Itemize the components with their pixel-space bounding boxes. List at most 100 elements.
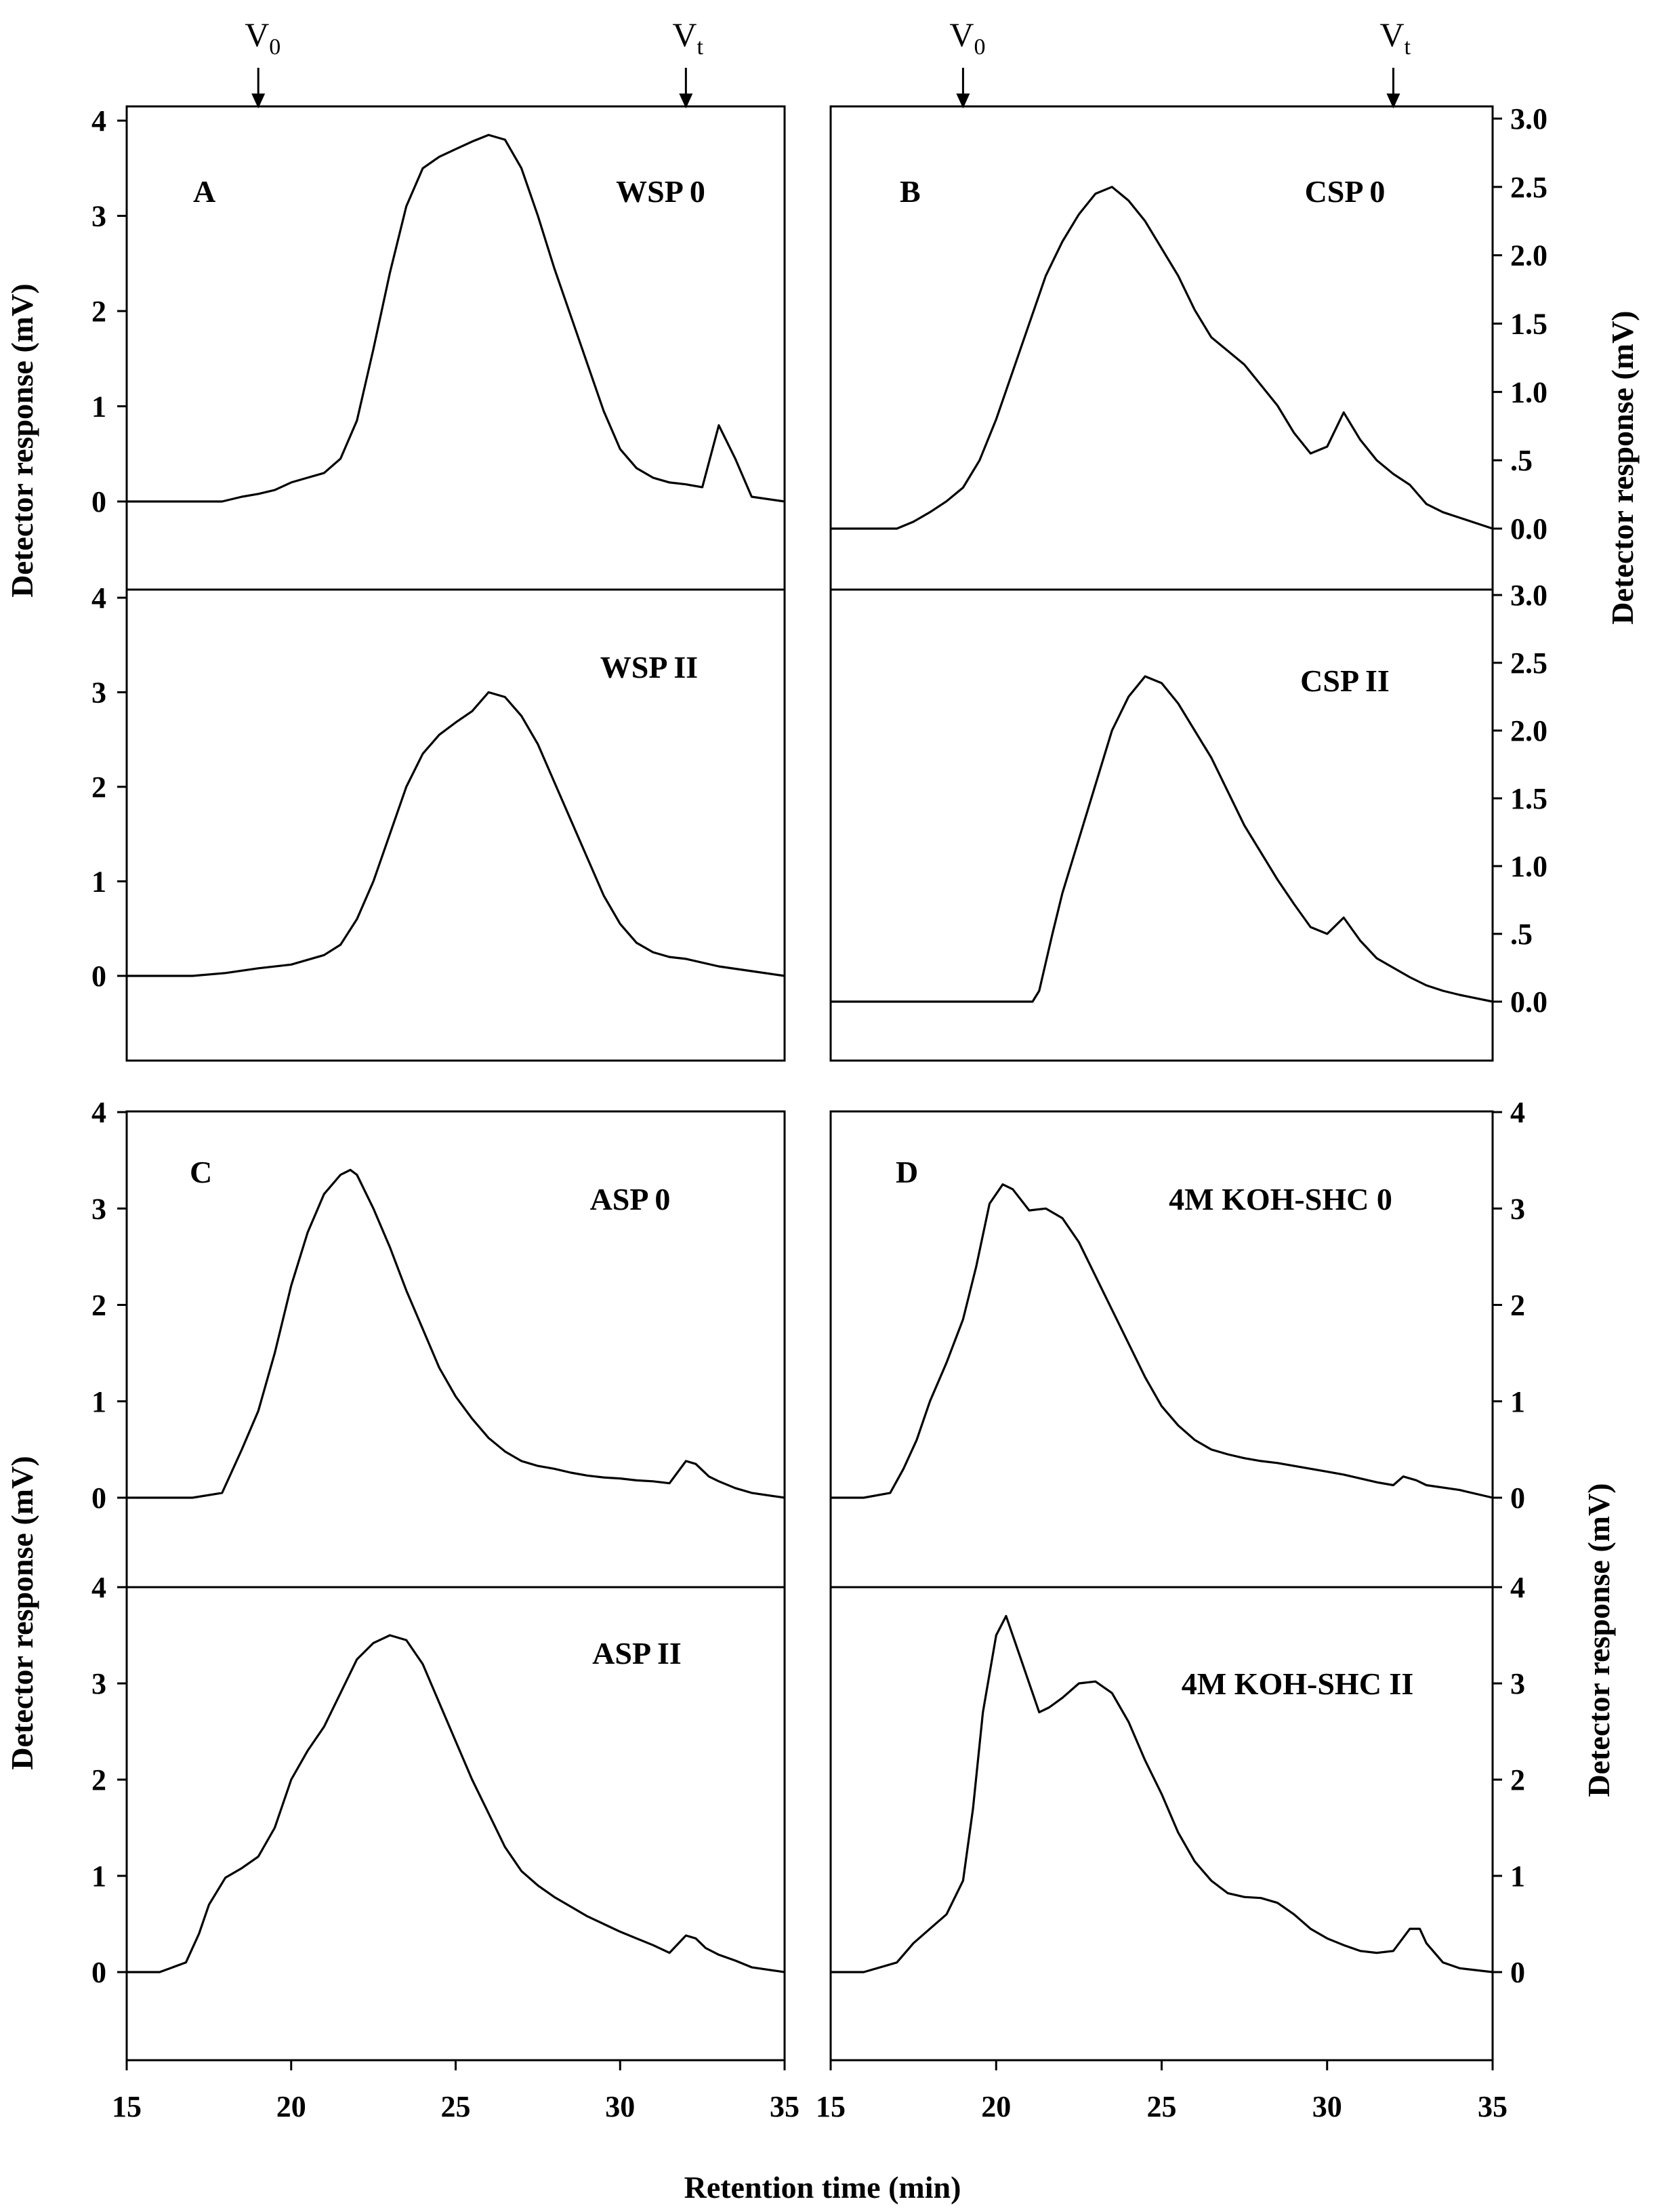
x-tick-label: 25	[1147, 2090, 1177, 2123]
y-axis-title: Detector response (mV)	[5, 283, 39, 597]
panel-b-lower: 0.0 .5 1.0 1.5 2.0 2.5 3.0 CSP II	[829, 579, 1547, 1062]
plot-frame	[829, 1586, 1494, 2062]
panel-a-lower: 0 1 2 3 4 WSP II	[91, 581, 786, 1062]
series-label: 4M KOH-SHC II	[1182, 1666, 1413, 1701]
series-label: WSP II	[600, 650, 698, 684]
panel-c-lower: 0 1 2 3 4 ASP II	[91, 1571, 786, 2062]
x-tick-label: 20	[276, 2090, 306, 2123]
marker-label: V0	[245, 16, 281, 60]
marker-label: Vt	[1379, 16, 1411, 60]
y-tick-label: 3	[91, 1667, 106, 1700]
y-tick-label: 1.5	[1510, 308, 1547, 341]
y-tick-label: 1	[91, 1385, 106, 1418]
y-tick-label: 0	[91, 960, 106, 993]
x-tick-label: 35	[1478, 2090, 1508, 2123]
y-tick-label: 2.5	[1510, 171, 1547, 204]
y-tick-label: 2.0	[1510, 714, 1547, 747]
panel-d-upper: 0 1 2 3 4 4M KOH-SHC 0 D	[829, 1096, 1525, 1589]
series-label: ASP 0	[590, 1182, 671, 1216]
y-tick-label: 1.0	[1510, 375, 1547, 409]
marker-letter: V	[1379, 16, 1404, 54]
y-tick-label: 3	[1510, 1667, 1525, 1700]
marker-v0: V0	[949, 16, 986, 108]
series-line-csp-0	[831, 186, 1493, 530]
panel-b-upper: 0.0 .5 1.0 1.5 2.0 2.5 3.0 CSP 0 B	[829, 102, 1547, 591]
y-tick-label: 2	[1510, 1289, 1525, 1322]
panel-label: C	[190, 1155, 212, 1189]
y-tick-label: 4	[91, 1096, 106, 1129]
x-tick-label: 20	[981, 2090, 1011, 2123]
series-label: WSP 0	[616, 174, 705, 209]
series-line-asp-0	[127, 1168, 785, 1499]
y-tick-label: 2.5	[1510, 647, 1547, 680]
y-tick-label: 4	[1510, 1571, 1525, 1604]
y-tick-label: 2.0	[1510, 239, 1547, 272]
y-tick-label: 2	[91, 295, 106, 328]
y-tick-label: 1.5	[1510, 782, 1547, 815]
series-label: 4M KOH-SHC 0	[1169, 1182, 1392, 1216]
marker-arrow-head	[251, 94, 266, 108]
x-axis-title: Retention time (min)	[684, 2170, 961, 2205]
series-label: ASP II	[592, 1636, 682, 1671]
marker-vt: Vt	[672, 16, 703, 108]
markers-layer: V0 Vt V0 Vt	[245, 16, 1411, 108]
y-tick-label: .5	[1510, 918, 1533, 951]
y-tick-label: 2	[91, 1289, 106, 1322]
y-tick-label: 2	[91, 1763, 106, 1797]
y-tick-label: 4	[91, 1571, 106, 1604]
series-line-wsp-ii	[127, 691, 785, 977]
y-tick-label: 0	[91, 1481, 106, 1515]
marker-vt: Vt	[1379, 16, 1411, 108]
y-tick-label: 3.0	[1510, 579, 1547, 612]
marker-subscript: 0	[974, 35, 986, 60]
series-line-csp-ii	[831, 675, 1493, 1003]
y-tick-label: 3	[91, 1192, 106, 1225]
y-tick-label: 4	[91, 581, 106, 615]
series-line-wsp-0	[127, 134, 785, 503]
y-tick-label: 4	[1510, 1096, 1525, 1129]
y-tick-label: 2	[1510, 1763, 1525, 1797]
x-tick-label: 15	[816, 2090, 846, 2123]
marker-subscript: 0	[269, 35, 281, 60]
x-tick-label: 25	[441, 2090, 471, 2123]
y-tick-label: 3	[91, 200, 106, 233]
y-tick-label: 1.0	[1510, 850, 1547, 883]
y-axis-title: Detector response (mV)	[1605, 310, 1640, 624]
y-tick-label: 0	[1510, 1956, 1525, 1989]
y-tick-label: 1	[1510, 1385, 1525, 1418]
panel-label: A	[193, 174, 215, 209]
marker-subscript: t	[697, 35, 703, 60]
plot-frame	[125, 1586, 786, 2062]
y-axis-title: Detector response (mV)	[1581, 1483, 1616, 1797]
plot-frame	[829, 588, 1494, 1062]
x-tick-label: 35	[770, 2090, 799, 2123]
plot-frame	[125, 1110, 786, 1589]
series-line-asp-ii	[127, 1634, 785, 1973]
plot-frame	[829, 105, 1494, 591]
y-tick-label: 3	[91, 676, 106, 710]
y-tick-label: 1	[91, 1860, 106, 1893]
y-axis-title: Detector response (mV)	[5, 1456, 39, 1769]
panel-c-upper: 0 1 2 3 4 ASP 0 C	[91, 1096, 786, 1589]
y-tick-label: 0.0	[1510, 985, 1547, 1019]
x-tick-label: 15	[112, 2090, 142, 2123]
y-tick-label: .5	[1510, 444, 1533, 477]
y-tick-label: 1	[91, 390, 106, 424]
marker-v0: V0	[245, 16, 281, 108]
panel-label: B	[900, 174, 921, 209]
marker-arrow-head	[679, 94, 693, 108]
marker-label: V0	[949, 16, 985, 60]
marker-letter: V	[949, 16, 974, 54]
y-tick-label: 3.0	[1510, 102, 1547, 136]
marker-arrow-head	[956, 94, 970, 108]
marker-letter: V	[672, 16, 697, 54]
panel-label: D	[896, 1155, 918, 1189]
y-tick-label: 2	[91, 771, 106, 804]
y-tick-label: 0	[1510, 1481, 1525, 1515]
marker-subscript: t	[1405, 35, 1411, 60]
x-tick-label: 30	[1312, 2090, 1342, 2123]
x-tick-label: 30	[605, 2090, 635, 2123]
